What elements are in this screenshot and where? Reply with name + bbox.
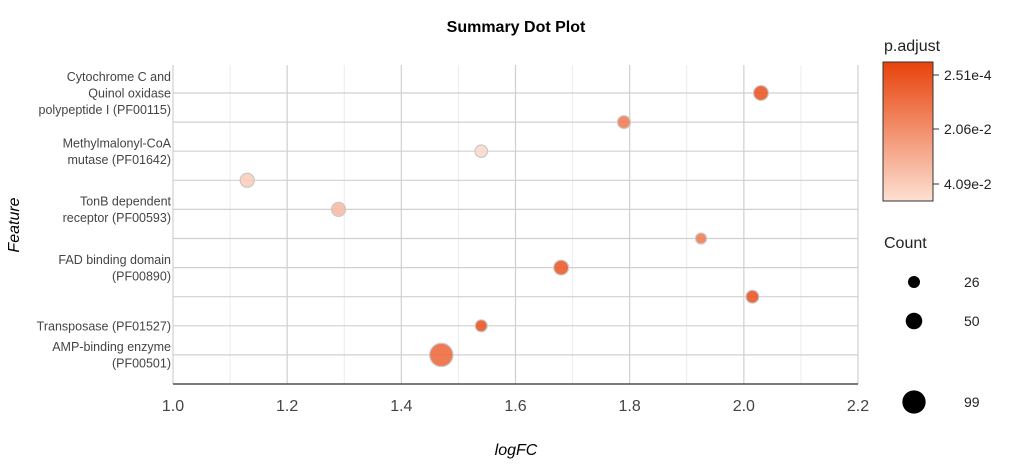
- size-legend-label: 50: [964, 313, 980, 329]
- y-tick-label: Cytochrome C and Quinol oxidase polypeptid…: [39, 70, 172, 117]
- y-tick-label-line: (PF00890): [112, 269, 171, 283]
- data-point: [330, 201, 347, 218]
- y-tick-label-line: Transposase (PF01527): [37, 319, 171, 333]
- x-tick-label: 2.0: [733, 398, 755, 415]
- data-point: [616, 115, 631, 130]
- color-legend-title: p.adjust: [884, 38, 941, 55]
- data-point: [694, 232, 708, 245]
- color-legend: p.adjust 2.51e-4 2.06e-2 4.09e-2: [882, 38, 992, 202]
- size-legend: Count 26 50 99: [884, 235, 980, 414]
- y-tick-label-line: Quinol oxidase: [88, 87, 171, 101]
- y-tick-label: Transposase (PF01527): [37, 319, 171, 333]
- color-legend-ticks: 2.51e-4 2.06e-2 4.09e-2: [933, 67, 992, 192]
- y-tick-label-line: Methylmalonyl-CoA: [63, 136, 172, 150]
- color-legend-gradient-bar: [882, 61, 934, 202]
- x-axis-title: logFC: [495, 442, 538, 459]
- y-tick-label-line: Cytochrome C and: [67, 70, 171, 84]
- y-tick-label-line: receptor (PF00593): [63, 211, 171, 225]
- data-point: [429, 342, 454, 368]
- y-tick-label-line: polypeptide I (PF00115): [39, 103, 172, 117]
- size-legend-label: 26: [964, 274, 980, 290]
- size-legend-circle: [908, 276, 920, 288]
- size-legend-title: Count: [884, 235, 927, 252]
- x-axis-ticks: 1.0 1.2 1.4 1.6 1.8 2.0 2.2: [162, 398, 869, 415]
- y-tick-label: FAD binding domain (PF00890): [58, 253, 171, 284]
- size-legend-circle: [902, 390, 926, 414]
- y-tick-label-line: AMP-binding enzyme: [52, 340, 171, 354]
- data-point: [752, 84, 769, 102]
- y-tick-label: TonB dependent receptor (PF00593): [63, 195, 172, 226]
- grid: [172, 65, 859, 385]
- y-tick-label-line: (PF00501): [112, 357, 171, 371]
- x-tick-label: 2.2: [847, 398, 869, 415]
- size-legend-circle: [905, 312, 923, 330]
- color-legend-tick-label: 4.09e-2: [944, 176, 992, 192]
- y-tick-label-line: mutase (PF01642): [67, 153, 171, 167]
- data-points: [239, 84, 769, 368]
- data-point: [745, 289, 760, 304]
- y-tick-label-line: TonB dependent: [80, 195, 172, 209]
- y-tick-label: AMP-binding enzyme (PF00501): [52, 340, 171, 371]
- data-point: [239, 172, 255, 188]
- y-axis-labels: Cytochrome C and Quinol oxidase polypeptid…: [37, 70, 172, 371]
- chart-title: Summary Dot Plot: [447, 19, 586, 36]
- data-point: [474, 144, 489, 159]
- x-tick-label: 1.2: [276, 398, 298, 415]
- x-tick-label: 1.6: [504, 398, 526, 415]
- y-tick-label: Methylmalonyl-CoA mutase (PF01642): [63, 136, 172, 167]
- y-axis-title: Feature: [6, 197, 23, 252]
- data-point: [474, 319, 488, 333]
- x-tick-label: 1.4: [390, 398, 412, 415]
- x-tick-label: 1.8: [619, 398, 641, 415]
- color-legend-tick-label: 2.06e-2: [944, 121, 992, 137]
- color-legend-tick-label: 2.51e-4: [944, 67, 992, 83]
- data-point: [553, 259, 570, 276]
- x-tick-label: 1.0: [162, 398, 184, 415]
- size-legend-label: 99: [964, 394, 980, 410]
- size-legend-items: 26 50 99: [902, 274, 980, 414]
- y-tick-label-line: FAD binding domain: [58, 253, 171, 267]
